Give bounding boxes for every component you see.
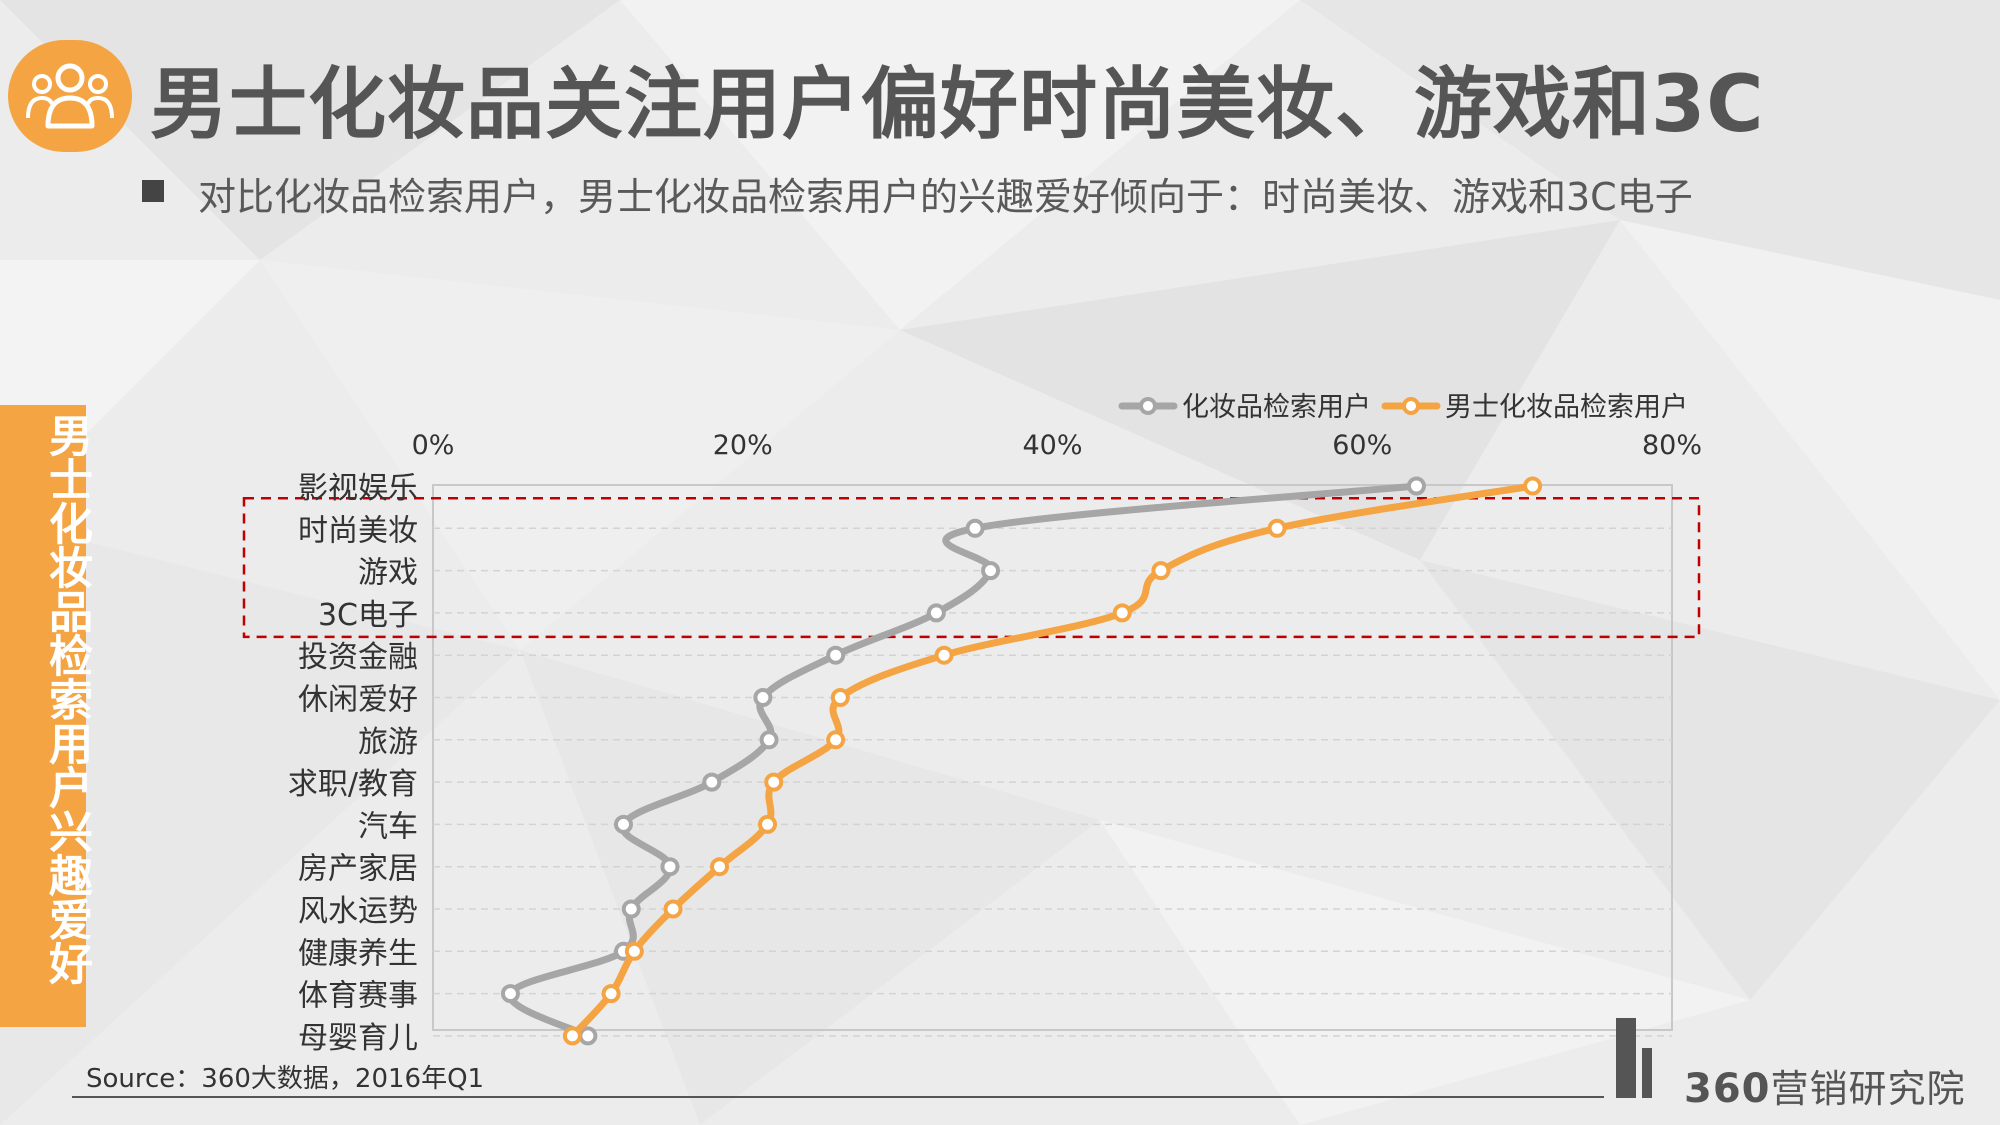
data-point <box>826 645 846 665</box>
category-label: 母婴育儿 <box>298 1021 418 1056</box>
logo-badge <box>8 40 132 152</box>
category-label: 汽车 <box>358 809 418 844</box>
legend-label: 男士化妆品检索用户 <box>1445 392 1688 423</box>
data-point <box>981 561 1001 581</box>
series-layer <box>500 476 1543 1046</box>
data-point <box>621 899 641 919</box>
legend-marker <box>1402 397 1420 415</box>
x-tick-label: 0% <box>412 430 455 461</box>
data-point <box>764 772 784 792</box>
series-orange <box>562 476 1543 1046</box>
data-point <box>624 941 644 961</box>
x-tick-label: 60% <box>1332 430 1392 461</box>
brand-label: 营销研究院 <box>1770 1067 1966 1111</box>
brand-number: 360 <box>1684 1066 1771 1112</box>
legend-marker <box>1139 397 1157 415</box>
category-label: 旅游 <box>358 725 418 760</box>
category-label: 健康养生 <box>298 936 418 971</box>
data-point <box>1151 561 1171 581</box>
data-point <box>758 814 778 834</box>
data-point <box>1267 518 1287 538</box>
category-label: 休闲爱好 <box>298 683 418 718</box>
highlight-box <box>242 497 1701 639</box>
footer-divider <box>72 1096 1604 1098</box>
page-subtitle: 对比化妆品检索用户，男士化妆品检索用户的兴趣爱好倾向于：时尚美妆、游戏和3C电子 <box>198 175 1693 219</box>
series-gray <box>500 476 1426 1046</box>
data-point <box>578 1026 598 1046</box>
data-point <box>759 730 779 750</box>
data-point <box>660 857 680 877</box>
category-label: 体育赛事 <box>298 979 418 1014</box>
data-point <box>965 518 985 538</box>
series-line <box>506 482 1420 1040</box>
data-point <box>1406 476 1426 496</box>
data-point <box>934 645 954 665</box>
data-point <box>826 730 846 750</box>
data-point <box>830 688 850 707</box>
category-label: 游戏 <box>358 556 418 591</box>
bullet-square <box>142 180 164 202</box>
data-point <box>702 772 722 792</box>
source-note: Source：360大数据，2016年Q1 <box>86 1064 485 1094</box>
data-point <box>753 688 773 707</box>
x-tick-label: 80% <box>1642 430 1702 461</box>
side-banner: 男士化妆品检索用户兴趣爱好 <box>0 405 92 1027</box>
legend: 化妆品检索用户 男士化妆品检索用户 <box>1118 392 1688 423</box>
data-point <box>663 899 683 919</box>
data-point <box>710 857 730 877</box>
data-point <box>926 603 946 623</box>
data-point <box>500 984 520 1004</box>
x-tick-layer: 0% 20% 40% 60% 80% <box>412 430 1702 461</box>
data-point <box>562 1026 582 1046</box>
series-line <box>568 482 1537 1040</box>
category-label: 房产家居 <box>298 852 418 887</box>
user-group-icon <box>26 63 114 129</box>
legend-label: 化妆品检索用户 <box>1182 392 1371 423</box>
category-label: 风水运势 <box>298 894 418 929</box>
data-point <box>601 984 621 1004</box>
side-label: 男士化妆品检索用户兴趣爱好 <box>41 413 92 985</box>
data-point <box>1112 603 1132 623</box>
brand-logo-icon <box>1616 1018 1652 1098</box>
grid-layer <box>242 484 1701 1037</box>
category-label: 影视娱乐 <box>298 471 418 506</box>
category-label: 3C电子 <box>318 598 418 633</box>
plot-area-border <box>432 484 1673 1031</box>
category-label: 时尚美妆 <box>298 513 418 548</box>
category-label: 投资金融 <box>298 640 418 675</box>
brand-name: 360营销研究院 <box>1684 1058 1966 1113</box>
x-tick-label: 20% <box>713 430 773 461</box>
x-tick-label: 40% <box>1022 430 1082 461</box>
data-point <box>613 814 633 834</box>
page-title: 男士化妆品关注用户偏好时尚美妆、游戏和3C <box>150 60 1765 150</box>
category-label: 求职/教育 <box>288 767 418 802</box>
data-point <box>1523 476 1543 496</box>
